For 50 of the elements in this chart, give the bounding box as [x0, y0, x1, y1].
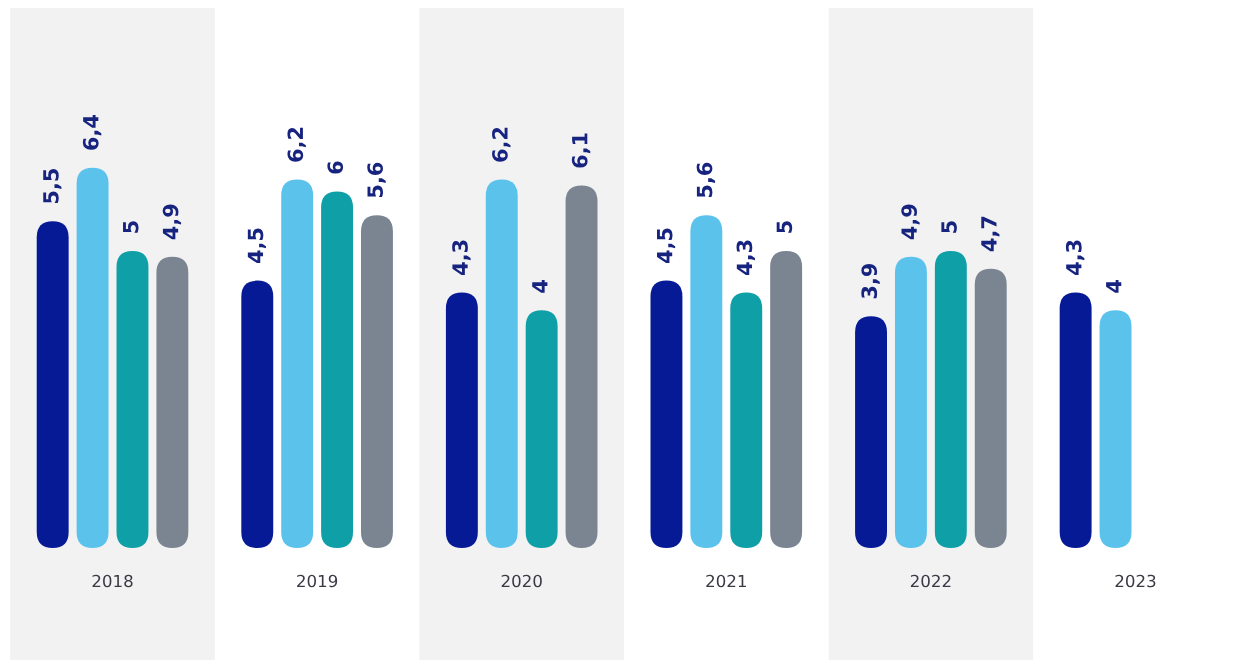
bar — [934, 250, 967, 548]
data-label: 5 — [123, 221, 139, 233]
data-label: 3,9 — [861, 264, 880, 299]
data-label: 4,5 — [247, 228, 266, 264]
data-label: 6 — [327, 161, 344, 174]
data-label: 6,2 — [492, 127, 511, 162]
bar — [76, 167, 109, 548]
data-label: 4,5 — [657, 228, 676, 264]
data-label: 4,9 — [162, 204, 182, 240]
bar — [690, 215, 723, 548]
bar — [565, 185, 598, 548]
bar — [445, 292, 478, 548]
data-label: 4,3 — [452, 240, 471, 275]
x-tick-label: 2019 — [297, 574, 338, 588]
data-label: 4,7 — [981, 216, 1000, 252]
x-tick-label: 2023 — [1115, 574, 1156, 588]
data-label: 6,1 — [571, 133, 591, 168]
data-label: 6,2 — [287, 127, 306, 162]
bar — [770, 250, 803, 548]
data-label: 4,3 — [1065, 240, 1085, 275]
data-label: 5 — [941, 221, 957, 233]
x-tick-label: 2020 — [501, 574, 542, 588]
data-label: 4 — [1106, 280, 1122, 293]
bar — [281, 179, 314, 548]
bar — [1059, 292, 1092, 548]
bar — [241, 280, 274, 548]
data-label: 4,3 — [736, 240, 755, 275]
bar — [116, 250, 149, 548]
bar — [974, 268, 1007, 548]
bar — [730, 292, 763, 548]
bar — [485, 179, 518, 548]
bar — [525, 310, 558, 548]
x-tick-label: 2021 — [706, 574, 746, 588]
data-label: 6,4 — [82, 115, 102, 150]
x-tick-label: 2022 — [910, 574, 951, 588]
bar — [361, 215, 393, 548]
bar — [894, 256, 927, 548]
bar — [650, 280, 683, 548]
data-label: 5 — [776, 221, 793, 233]
bar — [156, 256, 189, 548]
bar — [321, 191, 354, 548]
bar — [855, 316, 887, 548]
bar — [36, 221, 69, 548]
data-label: 5,5 — [43, 169, 62, 203]
data-label: 4,9 — [901, 204, 920, 240]
bar — [1099, 310, 1132, 548]
data-label: 4 — [532, 280, 548, 293]
data-label: 5,6 — [696, 162, 716, 197]
data-label: 5,6 — [367, 162, 386, 197]
x-tick-label: 2018 — [92, 574, 133, 588]
